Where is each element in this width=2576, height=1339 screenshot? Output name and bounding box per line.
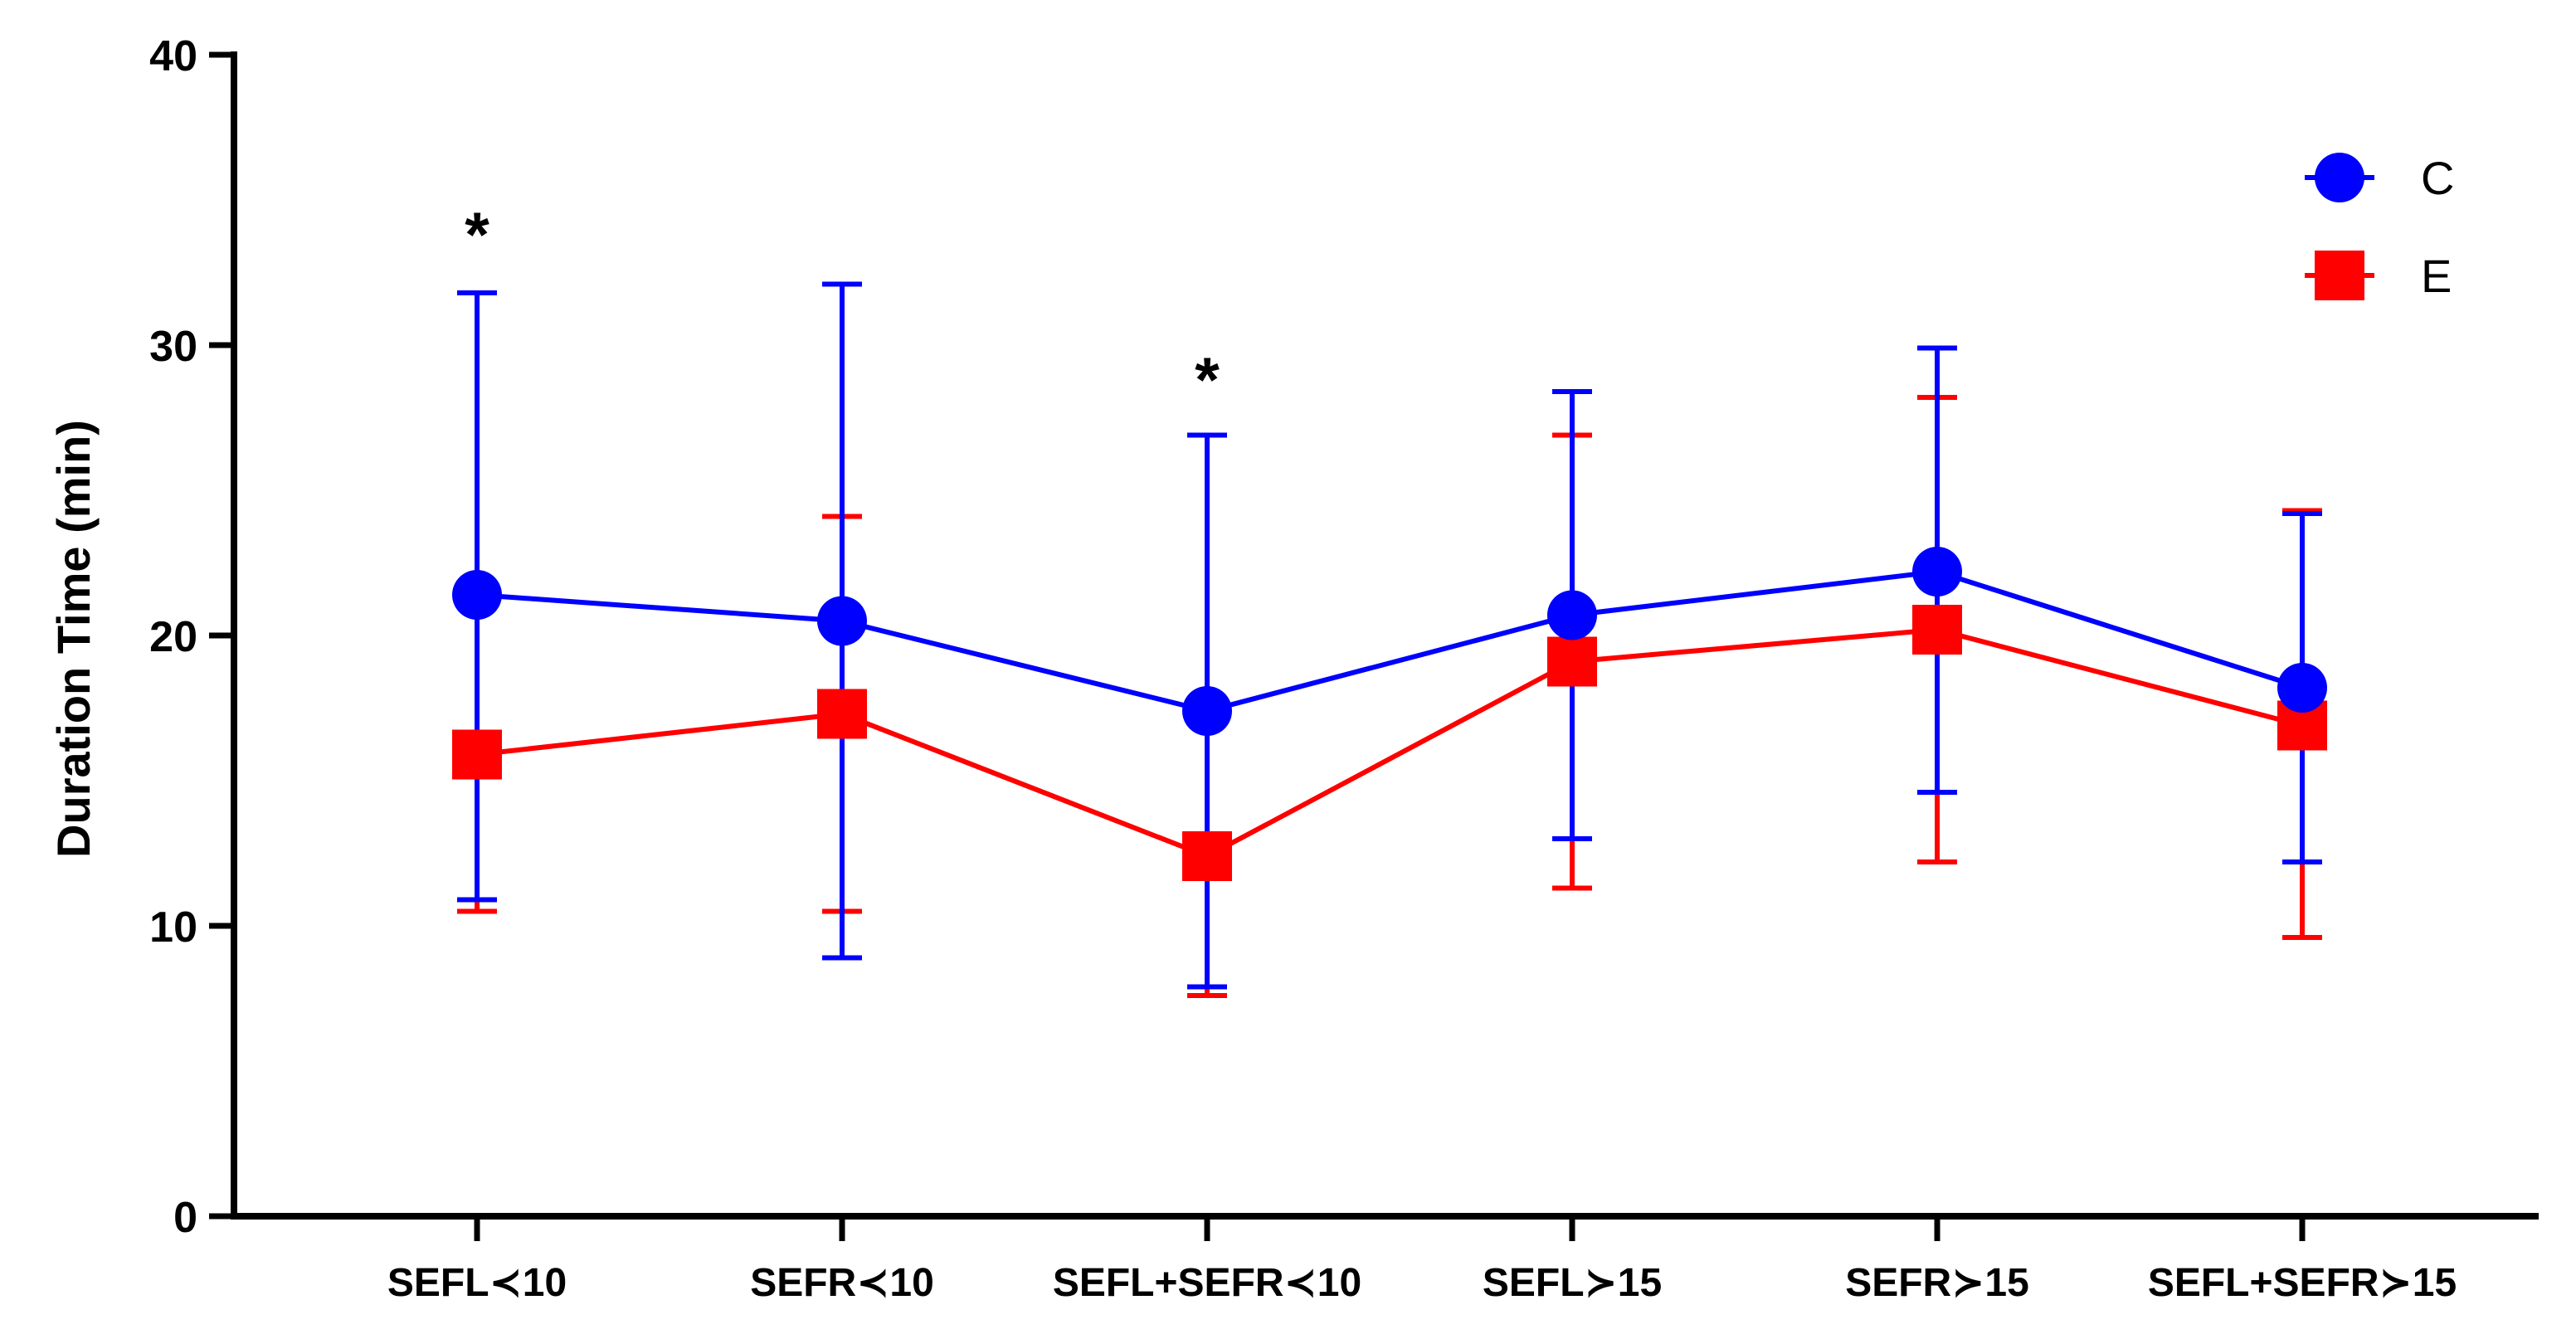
data-point-C [452, 570, 502, 620]
x-tick-label: SEFL+SEFR≻15 [2148, 1261, 2457, 1305]
data-point-C [817, 596, 867, 646]
y-axis-title: Duration Time (min) [47, 420, 100, 858]
data-point-E [1182, 831, 1232, 881]
series-line-E [476, 626, 2303, 859]
data-point-C [1547, 590, 1597, 640]
series-C [457, 281, 2322, 990]
series-line-C [476, 568, 2303, 714]
legend-label: E [2421, 250, 2452, 302]
x-tick-label: SEFL≺10 [387, 1261, 567, 1305]
x-tick-label: SEFL≻15 [1483, 1261, 1662, 1305]
significance-star: * [465, 200, 489, 270]
x-tick-label: SEFL+SEFR≺10 [1053, 1261, 1361, 1305]
x-tick-label: SEFR≻15 [1845, 1261, 2029, 1305]
legend-label: C [2421, 152, 2454, 204]
data-point-E [817, 689, 867, 739]
data-point-E [1547, 636, 1597, 687]
legend-item-E: E [2305, 250, 2452, 302]
data-point-C [1912, 547, 1962, 596]
series-E [457, 395, 2322, 998]
data-point-C [1182, 686, 1232, 736]
legend-marker-circle [2315, 153, 2364, 202]
data-point-C [2277, 663, 2327, 713]
y-tick-label: 20 [149, 613, 197, 661]
data-point-E [1912, 605, 1962, 655]
data-point-E [452, 729, 502, 780]
y-tick-label: 40 [149, 32, 197, 80]
significance-star: * [1195, 345, 1220, 416]
legend-item-C: C [2305, 152, 2454, 204]
x-tick-label: SEFR≺10 [750, 1261, 934, 1305]
y-tick-label: 0 [173, 1194, 197, 1242]
y-tick-label: 30 [149, 323, 197, 371]
y-tick-label: 10 [149, 903, 197, 952]
legend-marker-square [2315, 251, 2364, 300]
